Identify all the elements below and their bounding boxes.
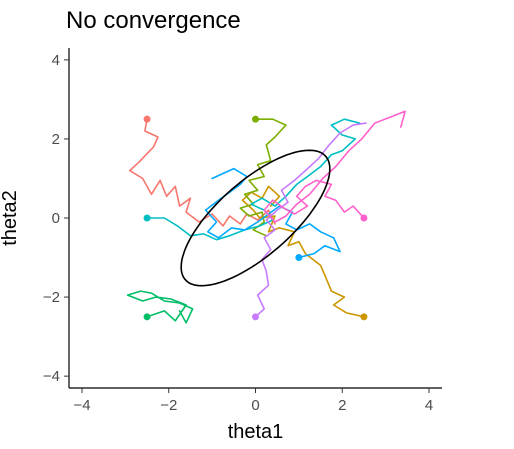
series-path-3 [239,118,287,237]
series-start-point-8 [360,214,368,222]
y-tick-label: 2 [52,131,60,148]
x-tick-label: 4 [425,397,433,414]
plot-area [126,110,406,324]
x-tick-label: 2 [338,397,346,414]
y-ticks: −4 −2 0 2 4 [43,52,69,385]
series-start-point-4 [143,313,151,321]
y-axis-label: theta2 [0,190,21,246]
y-tick-label: 0 [52,210,60,227]
x-tick-label: 0 [251,397,259,414]
series-start-point-2 [360,313,368,321]
series-path-4 [126,290,194,324]
series-start-point-7 [252,313,259,321]
series-path-1 [128,118,276,227]
series-path-2 [241,185,365,318]
x-ticks: −4 −2 0 2 4 [73,388,433,414]
series-path-5 [146,118,361,241]
series-start-point-6 [295,254,303,262]
chart-title: No convergence [66,7,241,34]
axes: −4 −2 0 2 4 −4 −2 0 2 4 [43,48,442,414]
series-path-6 [204,167,341,259]
x-tick-label: −4 [73,397,90,414]
x-axis-label: theta1 [228,421,284,443]
series-start-point-1 [143,115,151,123]
series-path-7 [254,122,367,318]
target-ellipse [180,149,331,287]
y-tick-label: 4 [52,52,60,69]
series-start-point-5 [143,214,151,222]
series-path-8 [263,110,406,223]
y-tick-label: −2 [43,289,60,306]
x-tick-label: −2 [160,397,177,414]
y-tick-label: −4 [43,368,60,385]
series-start-point-3 [252,115,259,123]
